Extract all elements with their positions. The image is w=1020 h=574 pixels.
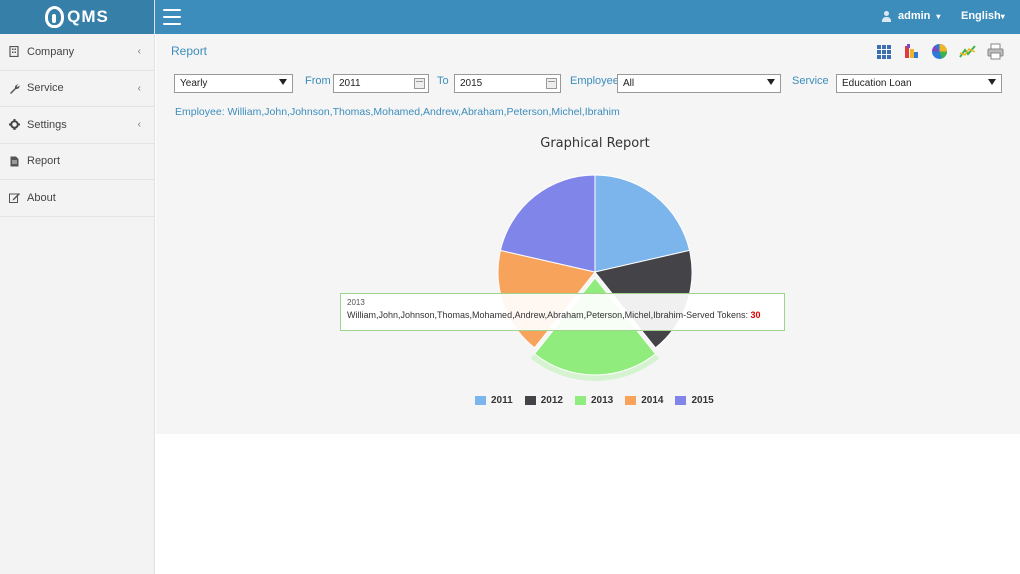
legend-swatch [475, 396, 486, 405]
employee-select[interactable]: All [617, 74, 781, 93]
employee-value: All [623, 78, 635, 89]
legend-item-2011[interactable]: 2011 [475, 395, 513, 406]
dropdown-arrow-icon [279, 79, 287, 85]
chart-tooltip: 2013 William,John,Johnson,Thomas,Mohamed… [340, 293, 785, 331]
sidebar-item-report[interactable]: Report [0, 144, 154, 180]
pie-slice-2015[interactable] [499, 174, 596, 273]
bar-chart-icon[interactable] [903, 43, 920, 60]
sidebar-item-label: Settings [27, 118, 67, 131]
gear-icon [8, 119, 20, 131]
chart-legend: 2011 2012 2013 2014 2015 [475, 395, 714, 406]
to-date-value: 2015 [460, 78, 483, 89]
logo-area[interactable]: QMS [0, 0, 154, 34]
user-name: admin [898, 10, 931, 22]
calendar-icon[interactable] [414, 78, 425, 89]
table-icon[interactable] [875, 43, 892, 60]
legend-item-2014[interactable]: 2014 [625, 395, 663, 406]
logo-text: QMS [67, 7, 109, 26]
tooltip-header: 2013 [347, 298, 365, 307]
service-select[interactable]: Education Loan [836, 74, 1002, 93]
from-date-input[interactable]: 2011 [333, 74, 429, 93]
legend-item-2013[interactable]: 2013 [574, 395, 614, 406]
logo[interactable]: QMS [45, 6, 109, 28]
legend-label: 2013 [590, 395, 614, 406]
logo-mark-icon [45, 6, 65, 28]
legend-item-2012[interactable]: 2012 [524, 395, 563, 406]
period-select[interactable]: Yearly [174, 74, 293, 93]
legend-swatch [574, 396, 586, 405]
legend-label: 2012 [540, 395, 563, 406]
sidebar-item-service[interactable]: Service ‹ [0, 71, 154, 107]
sidebar-item-label: Service [27, 82, 64, 95]
service-value: Education Loan [842, 78, 912, 89]
dropdown-arrow-icon [988, 79, 996, 85]
service-label: Service [792, 75, 829, 87]
sidebar-menu: Company ‹ Service ‹ Settings ‹ Report [0, 34, 154, 217]
sidebar-item-label: Company [27, 45, 75, 58]
sidebar-item-label: About [27, 191, 56, 204]
filter-bar: Yearly From 2011 To 2015 Employee All Se… [174, 74, 1004, 94]
line-chart-icon[interactable] [959, 43, 976, 60]
from-label: From [305, 75, 331, 87]
tooltip-label: William,John,Johnson,Thomas,Mohamed,Andr… [347, 310, 749, 320]
language-dropdown[interactable]: English▾ [961, 10, 1005, 22]
legend-item-2015[interactable]: 2015 [675, 395, 714, 406]
legend-label: 2015 [691, 395, 714, 406]
to-label: To [437, 75, 449, 87]
page-title: Report [171, 44, 208, 58]
sidebar-item-label: Report [27, 155, 61, 168]
building-icon [8, 46, 20, 58]
legend-swatch [625, 396, 637, 405]
chevron-left-icon: ‹ [137, 119, 141, 131]
calendar-icon[interactable] [546, 78, 557, 89]
legend-swatch [524, 396, 536, 405]
file-icon [8, 156, 20, 167]
print-icon[interactable] [987, 43, 1004, 60]
top-navbar: admin ▾ English▾ [155, 0, 1020, 34]
legend-label: 2011 [491, 395, 513, 406]
legend-swatch [675, 396, 687, 405]
caret-down-icon: ▾ [1000, 12, 1005, 21]
period-value: Yearly [180, 78, 208, 89]
sidebar-item-settings[interactable]: Settings ‹ [0, 107, 154, 144]
hamburger-menu-icon[interactable] [163, 9, 181, 25]
wrench-icon [8, 83, 20, 94]
language-label: English [961, 10, 1001, 22]
edit-icon [8, 192, 20, 204]
employee-list-text: Employee: William,John,Johnson,Thomas,Mo… [175, 106, 620, 118]
employee-label: Employee [570, 75, 619, 87]
sidebar-item-company[interactable]: Company ‹ [0, 34, 154, 71]
sidebar: QMS Company ‹ Service ‹ Settings ‹ [0, 0, 155, 574]
pie-chart [497, 174, 693, 381]
chevron-left-icon: ‹ [137, 82, 141, 94]
user-menu[interactable]: admin ▾ [881, 10, 940, 22]
caret-down-icon: ▾ [936, 11, 941, 21]
legend-label: 2014 [641, 395, 664, 406]
from-date-value: 2011 [339, 78, 361, 89]
main-content: Report Yearly From 2011 To 2015 [156, 34, 1020, 434]
tooltip-value: 30 [750, 310, 761, 320]
chart-title: Graphical Report [540, 136, 650, 151]
user-icon [881, 10, 892, 22]
chevron-left-icon: ‹ [137, 46, 141, 58]
pie-slice-2011[interactable] [594, 174, 691, 273]
sidebar-item-about[interactable]: About [0, 180, 154, 217]
dropdown-arrow-icon [767, 79, 775, 85]
pie-chart-icon[interactable] [931, 43, 948, 60]
to-date-input[interactable]: 2015 [454, 74, 561, 93]
report-toolbar [875, 43, 1004, 60]
